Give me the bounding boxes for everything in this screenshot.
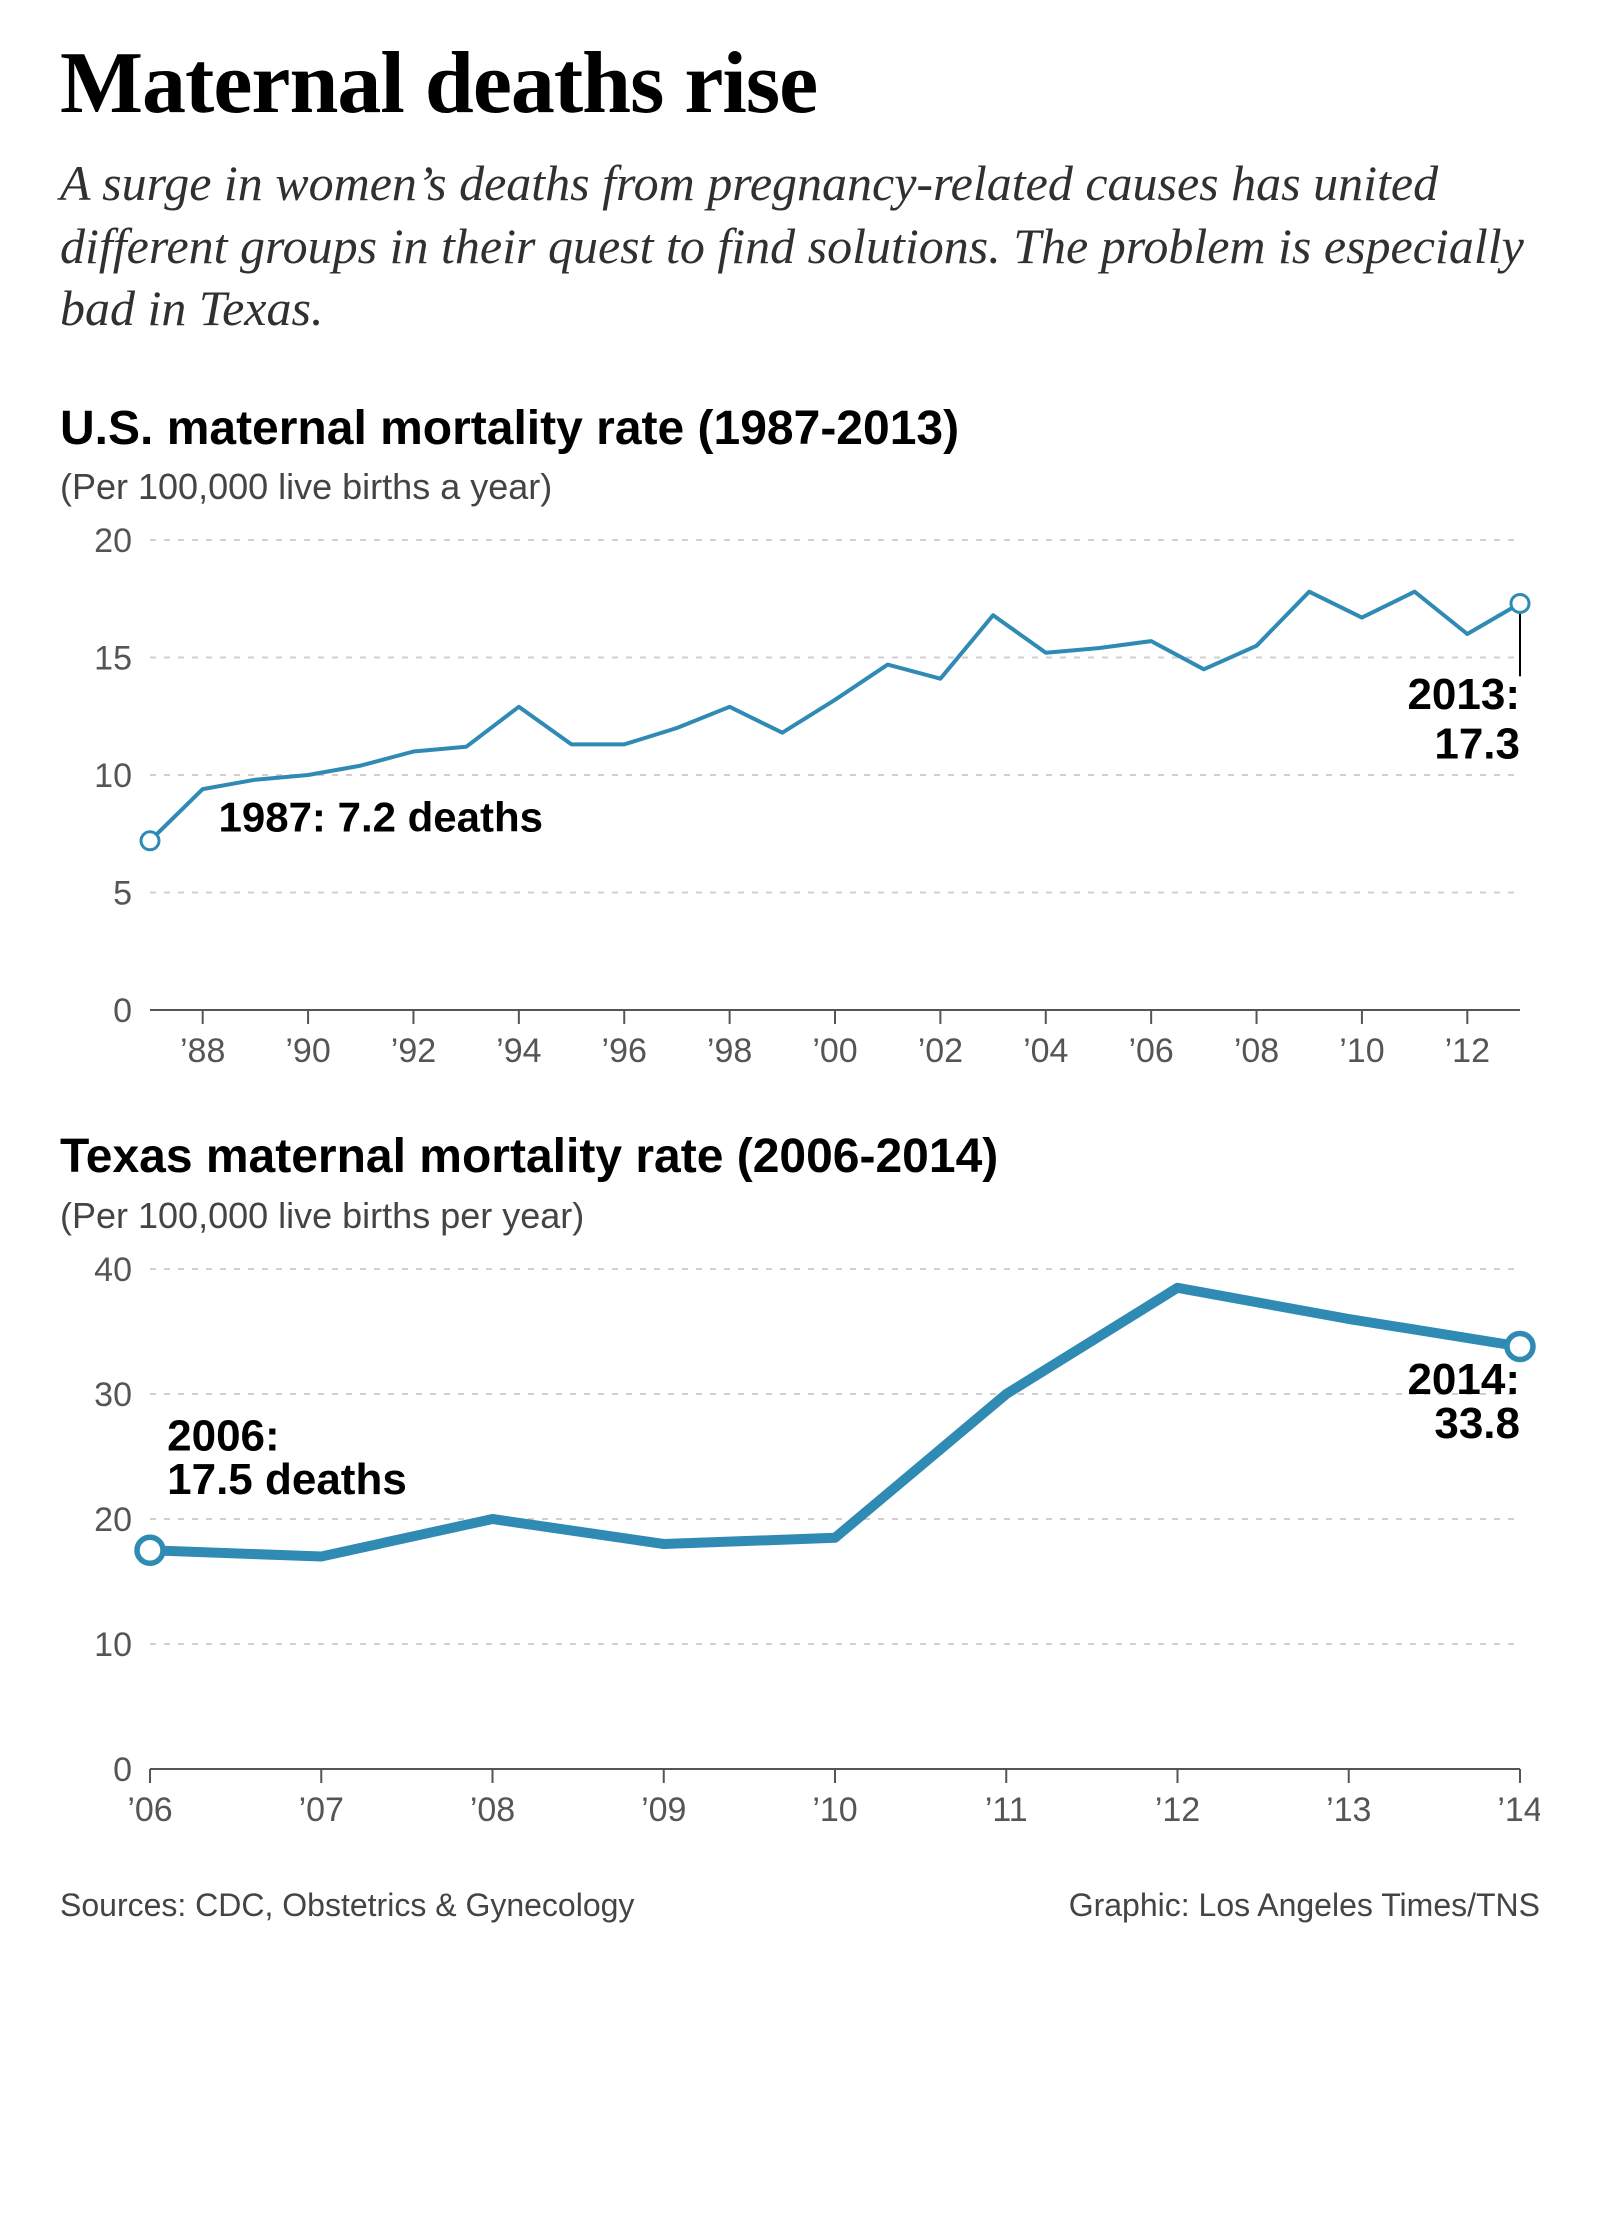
- svg-text:’10: ’10: [812, 1791, 857, 1829]
- svg-text:’08: ’08: [470, 1791, 515, 1829]
- svg-text:’06: ’06: [1128, 1032, 1173, 1070]
- tx-chart-title: Texas maternal mortality rate (2006-2014…: [60, 1128, 1540, 1186]
- svg-text:’10: ’10: [1339, 1032, 1384, 1070]
- svg-text:’00: ’00: [812, 1032, 857, 1070]
- svg-text:1987: 7.2 deaths: 1987: 7.2 deaths: [219, 794, 544, 841]
- svg-text:’02: ’02: [918, 1032, 963, 1070]
- svg-text:2014:: 2014:: [1407, 1355, 1520, 1404]
- svg-text:’92: ’92: [391, 1032, 436, 1070]
- us-chart: 0 5 10 15 20 ’88 ’90 ’92 ’94 ’96 ’98 ’00 ’02 ’04 ’06 ’0…: [60, 520, 1540, 1080]
- svg-text:’12: ’12: [1445, 1032, 1490, 1070]
- headline: Maternal deaths rise: [60, 40, 1540, 128]
- svg-text:’07: ’07: [299, 1791, 344, 1829]
- svg-text:30: 30: [94, 1376, 132, 1414]
- page: Maternal deaths rise A surge in women’s …: [0, 0, 1600, 1964]
- svg-text:’11: ’11: [985, 1791, 1028, 1829]
- footer: Sources: CDC, Obstetrics & Gynecology Gr…: [60, 1887, 1540, 1924]
- svg-text:’04: ’04: [1023, 1032, 1068, 1070]
- svg-text:15: 15: [94, 640, 132, 678]
- svg-text:’06: ’06: [127, 1791, 172, 1829]
- svg-text:5: 5: [113, 875, 132, 913]
- svg-text:2006:: 2006:: [167, 1411, 280, 1460]
- svg-text:’88: ’88: [180, 1032, 225, 1070]
- tx-chart: 0 10 20 30 40 ’06 ’07 ’08 ’09 ’10 ’11 ’12 ’13 ’14 2006…: [60, 1249, 1540, 1839]
- svg-text:0: 0: [113, 1751, 132, 1789]
- svg-text:10: 10: [94, 757, 132, 795]
- svg-text:’13: ’13: [1326, 1791, 1371, 1829]
- us-chart-title: U.S. maternal mortality rate (1987-2013): [60, 400, 1540, 458]
- svg-text:0: 0: [113, 992, 132, 1030]
- footer-sources: Sources: CDC, Obstetrics & Gynecology: [60, 1887, 634, 1924]
- tx-chart-subtitle: (Per 100,000 live births per year): [60, 1194, 1540, 1237]
- svg-text:’94: ’94: [496, 1032, 541, 1070]
- svg-text:’96: ’96: [602, 1032, 647, 1070]
- svg-text:’09: ’09: [641, 1791, 686, 1829]
- svg-text:2013:: 2013:: [1407, 670, 1520, 719]
- svg-text:’12: ’12: [1155, 1791, 1200, 1829]
- svg-text:20: 20: [94, 522, 132, 560]
- svg-text:’14: ’14: [1497, 1791, 1540, 1829]
- svg-text:17.3: 17.3: [1434, 720, 1520, 769]
- svg-text:10: 10: [94, 1626, 132, 1664]
- us-chart-subtitle: (Per 100,000 live births a year): [60, 465, 1540, 508]
- us-chart-block: U.S. maternal mortality rate (1987-2013)…: [60, 400, 1540, 1081]
- svg-text:20: 20: [94, 1501, 132, 1539]
- deck-text: A surge in women’s deaths from pregnancy…: [60, 152, 1540, 340]
- svg-text:’08: ’08: [1234, 1032, 1279, 1070]
- svg-text:’98: ’98: [707, 1032, 752, 1070]
- svg-text:40: 40: [94, 1251, 132, 1289]
- svg-text:17.5 deaths: 17.5 deaths: [167, 1455, 407, 1504]
- svg-text:’90: ’90: [285, 1032, 330, 1070]
- footer-credit: Graphic: Los Angeles Times/TNS: [1069, 1887, 1540, 1924]
- svg-text:33.8: 33.8: [1434, 1399, 1520, 1448]
- tx-chart-block: Texas maternal mortality rate (2006-2014…: [60, 1128, 1540, 1839]
